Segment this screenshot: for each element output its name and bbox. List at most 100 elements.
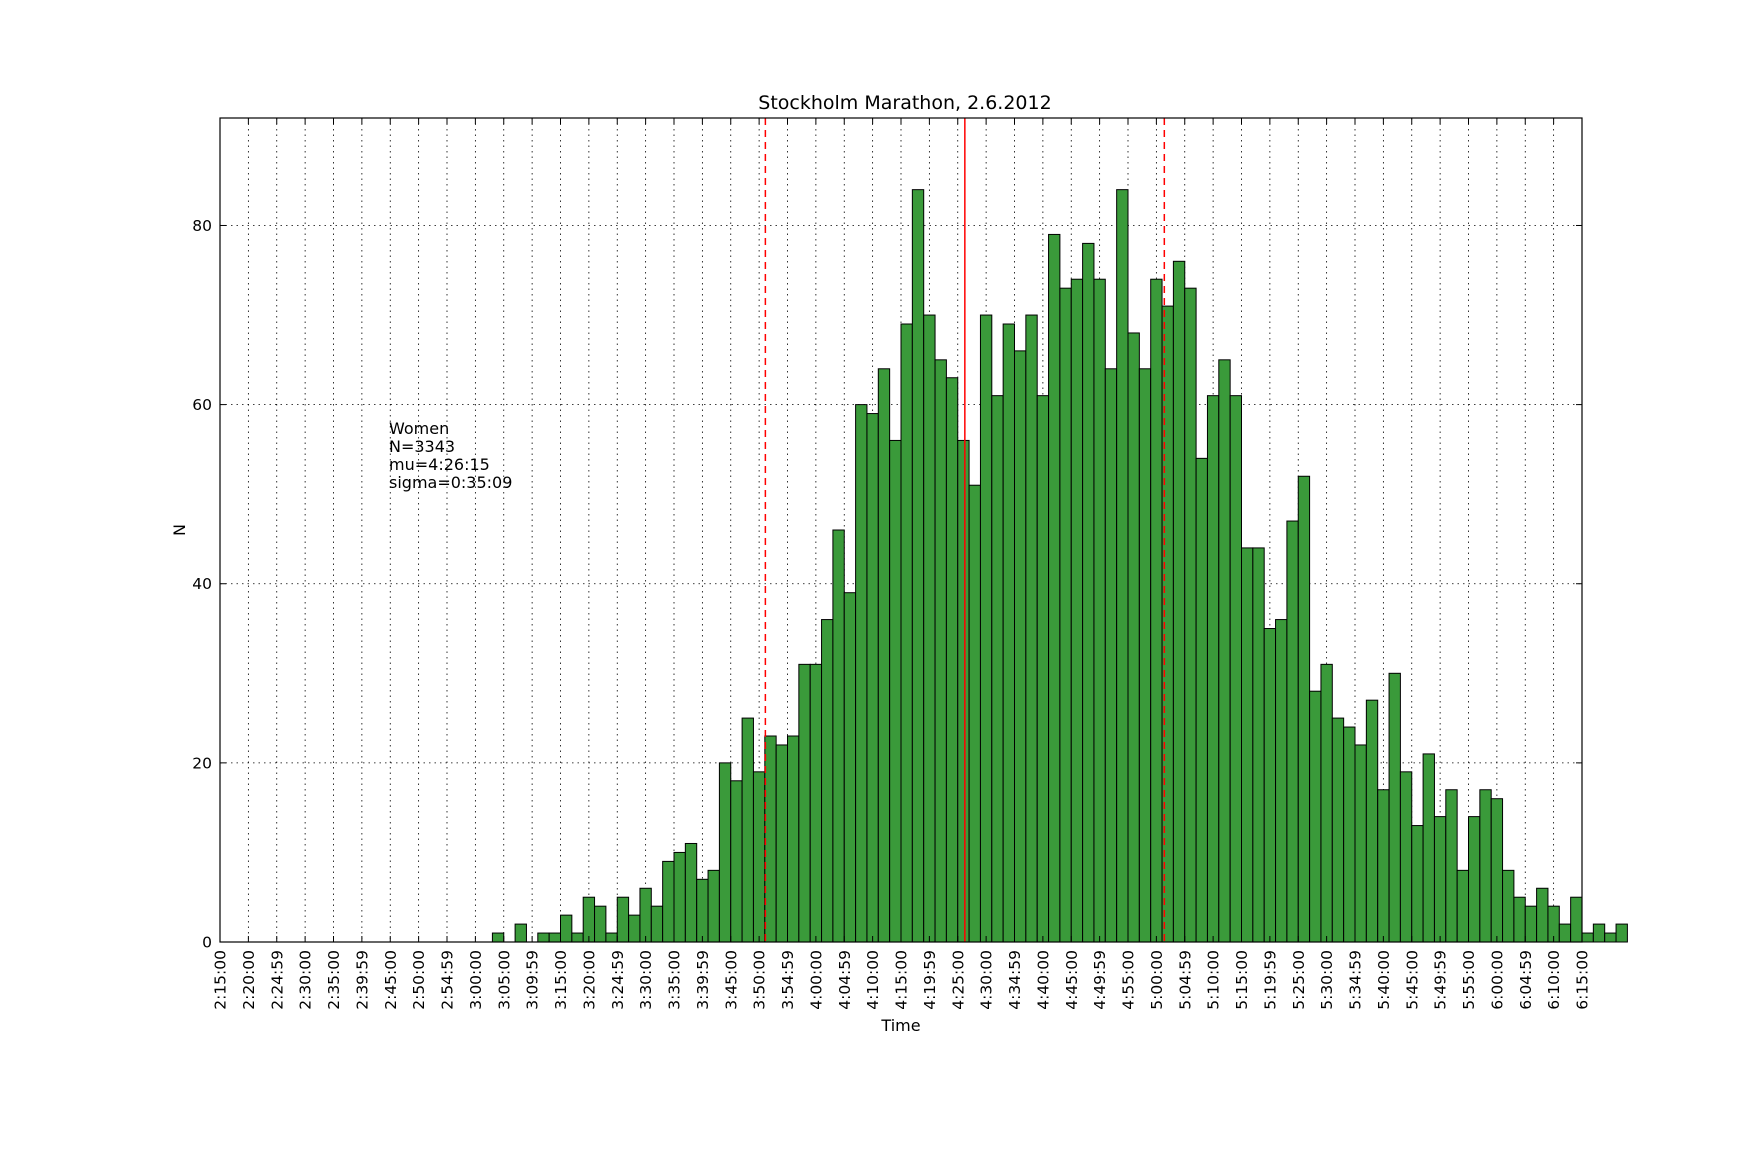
histogram-bar — [1490, 798, 1504, 943]
x-tick-label: 5:04:59 — [1176, 950, 1194, 1010]
histogram-bar — [696, 878, 709, 943]
x-tick-label: 6:10:00 — [1545, 950, 1563, 1010]
histogram-bar — [560, 914, 573, 943]
histogram-bar — [628, 914, 641, 943]
histogram-bar — [718, 762, 732, 943]
histogram-bar — [1150, 278, 1163, 943]
x-tick-label: 2:50:00 — [410, 950, 428, 1010]
x-tick-label: 3:05:00 — [495, 950, 513, 1010]
histogram-bar — [1025, 314, 1038, 943]
x-tick-label: 5:45:00 — [1403, 950, 1421, 1010]
y-tick-label: 80 — [192, 217, 212, 235]
histogram-bar — [1195, 457, 1208, 943]
histogram-bar — [1070, 278, 1084, 943]
x-tick-label: 2:45:00 — [382, 950, 400, 1010]
histogram-bar — [582, 896, 596, 943]
histogram-bar — [491, 932, 505, 943]
x-tick-label: 5:10:00 — [1205, 950, 1223, 1010]
histogram-bar — [1252, 547, 1265, 943]
histogram-bar — [1184, 287, 1197, 943]
histogram-bar — [1082, 242, 1095, 943]
x-tick-label: 4:10:00 — [864, 950, 882, 1010]
histogram-bar — [832, 529, 845, 943]
x-tick-label: 2:35:00 — [325, 950, 343, 1010]
x-tick-label: 3:15:00 — [552, 950, 570, 1010]
x-tick-label: 4:04:59 — [836, 950, 854, 1010]
histogram-bar — [798, 663, 811, 943]
histogram-bar — [741, 717, 754, 943]
histogram-bar — [979, 314, 993, 943]
x-tick-label: 6:15:00 — [1574, 950, 1592, 1010]
x-tick-label: 3:24:59 — [609, 950, 627, 1010]
histogram-bar — [1524, 905, 1538, 943]
x-tick-label: 4:34:59 — [1006, 950, 1024, 1010]
histogram-bar — [1320, 663, 1333, 943]
histogram-bar — [1365, 699, 1379, 943]
histogram-bar — [843, 592, 857, 943]
histogram-bar — [1445, 789, 1458, 943]
y-axis-title: N — [170, 524, 189, 536]
histogram-bar — [1127, 332, 1140, 943]
histogram-bar — [1468, 816, 1481, 943]
x-tick-label: 4:25:00 — [949, 950, 967, 1010]
x-tick-label: 2:54:59 — [439, 950, 457, 1010]
y-tick-label: 20 — [192, 754, 212, 772]
reference-lines — [764, 118, 1166, 942]
histogram-bar — [650, 905, 664, 943]
histogram-bar — [889, 439, 902, 943]
x-tick-label: 3:39:59 — [694, 950, 712, 1010]
x-tick-label: 5:19:59 — [1261, 950, 1279, 1010]
x-tick-label: 4:45:00 — [1063, 950, 1081, 1010]
histogram-bar — [1014, 350, 1027, 943]
x-tick-label: 5:55:00 — [1460, 950, 1478, 1010]
histogram-bar — [821, 619, 834, 943]
histogram-bar — [1399, 771, 1413, 943]
histogram-bar — [707, 869, 720, 943]
histogram-bar — [1286, 520, 1299, 943]
histogram-bar — [1558, 923, 1572, 943]
axis-ticks: 2:15:00 2:20:00 2:24:59 2:30:00 2:35:00 2:39:… — [192, 118, 1592, 1010]
histogram-bar — [1206, 395, 1220, 943]
histogram-bars — [491, 189, 1628, 943]
y-tick-label: 40 — [192, 575, 212, 593]
histogram-bar — [684, 842, 698, 943]
histogram-bar — [594, 905, 607, 943]
histogram-bar — [1093, 278, 1106, 943]
histogram-bar — [1354, 744, 1367, 943]
histogram-bar — [1536, 887, 1549, 943]
histogram-bar — [1297, 475, 1311, 943]
histogram-bar — [1479, 789, 1492, 943]
histogram-bar — [787, 735, 800, 943]
histogram-bar — [1104, 368, 1118, 943]
x-tick-label: 6:04:59 — [1517, 950, 1535, 1010]
histogram-bar — [1138, 368, 1152, 943]
x-tick-label: 4:15:00 — [893, 950, 911, 1010]
x-tick-label: 5:15:00 — [1233, 950, 1251, 1010]
annotation-line: N=3343 — [389, 437, 455, 456]
histogram-bar — [1229, 395, 1243, 943]
histogram-bar — [1002, 323, 1016, 943]
histogram-bar — [1604, 932, 1617, 943]
histogram-bar — [945, 377, 959, 943]
histogram-bar — [764, 735, 777, 943]
x-tick-label: 4:49:59 — [1091, 950, 1109, 1010]
histogram-bar — [1411, 825, 1424, 943]
histogram-bar — [673, 851, 686, 943]
x-tick-label: 3:50:00 — [751, 950, 769, 1010]
annotation-line: Women — [389, 419, 449, 438]
histogram-bar — [514, 923, 527, 943]
histogram-bar — [1048, 233, 1061, 943]
histogram-bar — [1581, 932, 1594, 943]
histogram-bar — [1377, 789, 1390, 943]
histogram-bar — [1036, 395, 1050, 943]
x-tick-label: 2:39:59 — [353, 950, 371, 1010]
x-tick-label: 3:09:59 — [524, 950, 542, 1010]
histogram-bar — [730, 780, 743, 943]
x-tick-label: 5:49:59 — [1432, 950, 1450, 1010]
x-tick-label: 4:00:00 — [807, 950, 825, 1010]
histogram-bar — [1309, 690, 1322, 943]
histogram-bar — [923, 314, 936, 943]
x-tick-label: 4:55:00 — [1120, 950, 1138, 1010]
histogram-bar — [1241, 547, 1254, 943]
histogram-bar — [1343, 726, 1356, 943]
